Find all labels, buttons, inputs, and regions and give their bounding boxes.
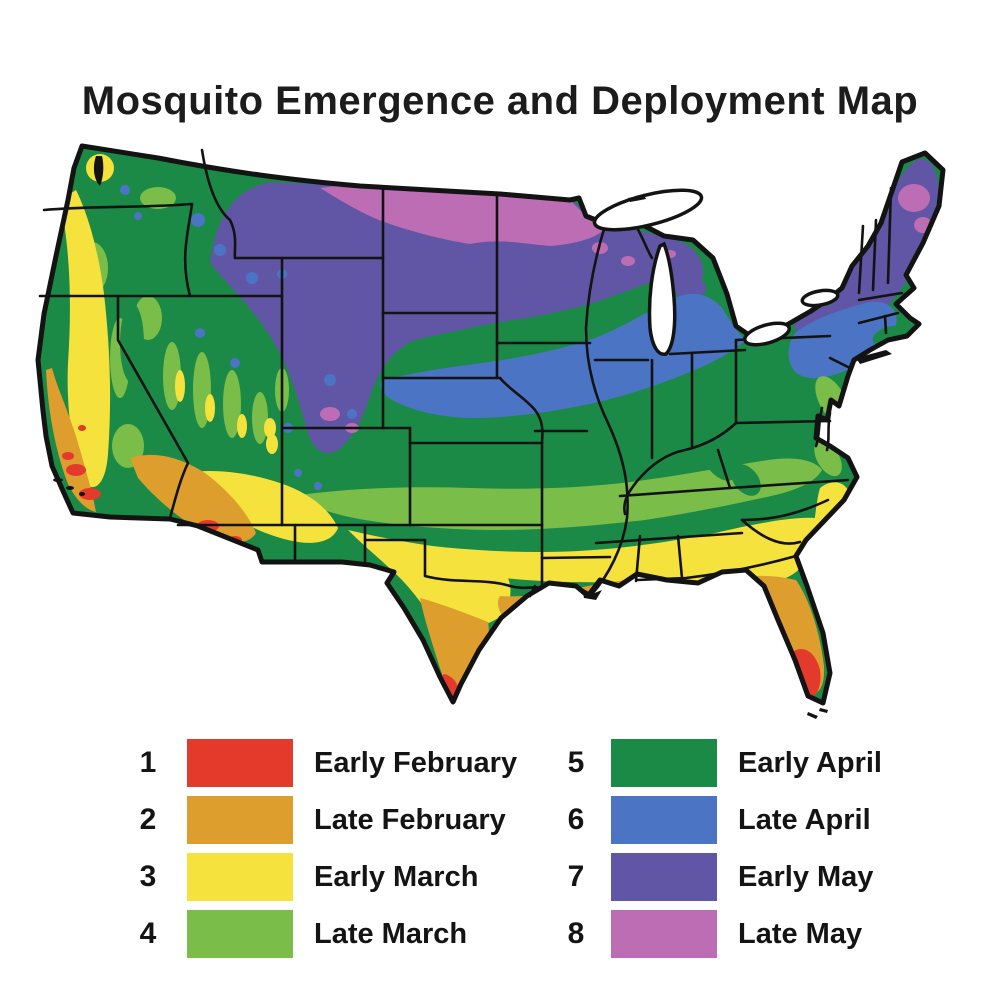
us-outline [35,143,946,706]
legend-label: Late March [314,918,468,950]
lake-michigan [647,241,677,356]
legend-label: Late February [314,804,506,836]
legend-label: Early February [314,747,518,779]
legend-swatch [611,910,717,958]
channel-island [66,486,74,490]
legend-label: Late April [738,804,871,836]
legend-number: 6 [567,803,585,836]
superior-isle [628,195,646,202]
legend-swatch [187,739,293,787]
great-lakes [592,188,840,356]
legend-label: Early May [738,861,874,893]
legend-swatch [611,853,717,901]
coastal-details [53,156,892,719]
legend-number: 4 [139,917,157,950]
legend-swatch [187,796,293,844]
legend-swatch [187,853,293,901]
legend-number: 3 [139,860,157,893]
puget-sound [93,156,104,186]
us-map-svg [35,143,946,719]
legend-number: 2 [139,803,157,836]
long-island [856,350,892,364]
channel-island [53,478,63,482]
us-zone-map [30,128,970,728]
mississippi-delta [582,588,602,600]
channel-island [79,492,85,496]
page-title: Mosquito Emergence and Deployment Map [81,78,919,123]
legend-label: Late May [738,918,863,950]
legend-swatch [611,796,717,844]
lake-erie [743,321,791,347]
legend-swatch [187,910,293,958]
legend-number: 7 [567,860,585,893]
legend-label: Early March [314,861,479,893]
lake-ontario [800,288,840,308]
legend-swatch [611,739,717,787]
legend-number: 8 [567,917,585,950]
legend-number: 1 [139,746,157,779]
lake-superior [592,188,704,232]
florida-keys [819,708,828,713]
legend-number: 5 [567,746,585,779]
florida-keys [807,712,818,719]
legend-label: Early April [738,747,882,779]
